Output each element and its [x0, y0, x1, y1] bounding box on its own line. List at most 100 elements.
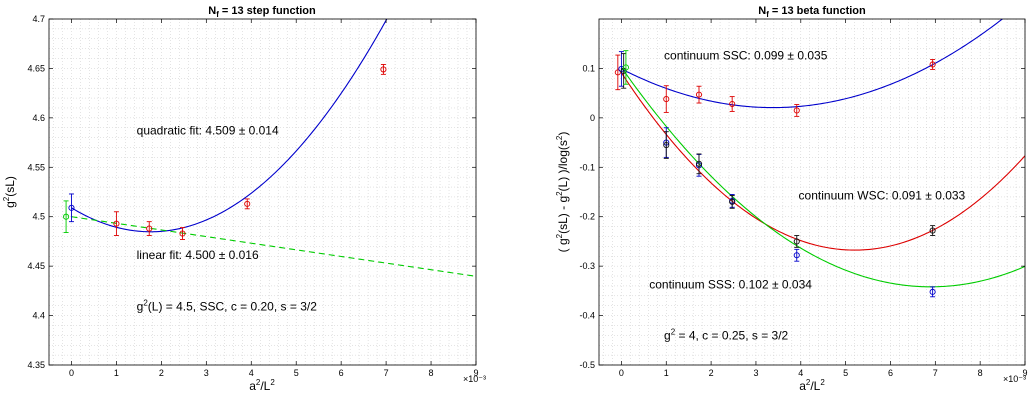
right-annotation-wsc: continuum WSC: 0.091 ± 0.033	[799, 188, 966, 202]
right-x-tick-label: 4	[798, 368, 803, 378]
right-x-tick-label: 2	[709, 368, 714, 378]
left-x-tick-label: 3	[204, 368, 209, 378]
left-x-tick-label: 7	[384, 368, 389, 378]
right-data-point	[929, 225, 936, 236]
right-fit-quadratic	[620, 72, 1025, 251]
left-data-point	[63, 200, 70, 233]
beta-function-chart: 0 1 2 3 4 5 6 7 8 9 -0.5 -0.4 -0.3 -0.2 -0.1 0 0.1 Nf = …	[555, 5, 1028, 393]
left-chart-title: Nf = 13 step function	[208, 5, 316, 19]
left-x-axis-label: a2/L2	[249, 378, 275, 393]
right-fits	[620, 19, 1025, 288]
left-y-axis-label: g2(sL)	[2, 176, 17, 208]
left-marker	[380, 66, 387, 73]
left-fits	[71, 19, 476, 277]
right-grid	[599, 18, 1026, 366]
right-x-tick-label: 9	[1022, 368, 1027, 378]
right-y-tick-label: 0	[590, 113, 595, 123]
right-annotation-params: g2 = 4, c = 0.25, s = 3/2	[664, 327, 789, 342]
right-marker	[695, 91, 703, 98]
right-marker	[729, 100, 736, 108]
left-grid	[49, 18, 477, 366]
left-x-tick-label: 1	[114, 368, 119, 378]
left-data-point	[146, 221, 153, 236]
right-x-axis-label: a2/L2	[799, 378, 825, 393]
left-x-tick-label: 2	[159, 368, 164, 378]
left-x-tick-label: 4	[249, 368, 254, 378]
left-annotation-linear: linear fit: 4.500 ± 0.016	[137, 248, 259, 262]
right-x-tick-label: 3	[753, 368, 758, 378]
right-ticks: 0 1 2 3 4 5 6 7 8 9 -0.5 -0.4 -0.3 -0.2 -0.1 0 0.1	[579, 19, 1028, 378]
right-data-point	[614, 54, 621, 91]
right-x-tick-label: 8	[978, 368, 983, 378]
left-fit-quadratic	[71, 19, 388, 233]
left-annotation-params: g2(L) = 4.5, SSC, c = 0.20, s = 3/2	[137, 299, 318, 314]
left-x-tick-label: 9	[473, 368, 478, 378]
right-points	[614, 50, 936, 298]
right-marker	[929, 227, 936, 234]
left-y-tick-label: 4.55	[27, 162, 45, 172]
right-data-point	[622, 50, 629, 85]
right-y-tick-label: -0.4	[579, 311, 595, 321]
right-chart-title: Nf = 13 beta function	[758, 5, 866, 19]
left-data-point	[113, 211, 120, 236]
right-marker	[663, 141, 670, 149]
right-annotation-sss: continuum SSS: 0.102 ± 0.034	[649, 277, 812, 291]
left-marker	[63, 213, 70, 220]
right-y-tick-label: -0.1	[579, 162, 595, 172]
left-points	[63, 64, 387, 240]
left-x-multiplier: ×10⁻³	[463, 374, 486, 384]
left-data-point	[380, 64, 387, 75]
left-y-tick-label: 4.65	[27, 63, 45, 73]
right-data-point	[929, 59, 936, 70]
right-marker	[695, 160, 703, 167]
left-marker	[68, 204, 75, 211]
left-x-tick-label: 0	[69, 368, 74, 378]
right-y-tick-label: -0.5	[579, 360, 595, 370]
right-y-tick-label: -0.3	[579, 261, 595, 271]
left-marker	[113, 220, 120, 227]
left-plot-frame	[48, 18, 477, 366]
right-marker	[663, 96, 670, 103]
left-data-point	[179, 227, 186, 240]
step-function-chart: 0 1 2 3 4 5 6 7 8 9 4.35 4.4 4.45 4.5 4.55 4.6 4.65 4.7 N…	[2, 5, 486, 393]
left-data-point	[68, 193, 75, 223]
right-y-tick-label: 0.1	[582, 63, 595, 73]
right-marker	[729, 198, 736, 205]
right-data-point	[695, 153, 703, 175]
left-x-tick-label: 6	[339, 368, 344, 378]
left-y-tick-label: 4.7	[32, 14, 45, 24]
left-y-tick-label: 4.45	[27, 261, 45, 271]
left-y-tick-label: 4.35	[27, 360, 45, 370]
right-marker	[793, 238, 800, 245]
right-y-tick-label: -0.2	[579, 212, 595, 222]
right-marker	[793, 252, 800, 259]
left-y-tick-label: 4.6	[32, 113, 45, 123]
right-data-point	[729, 195, 736, 209]
right-fit-quadratic	[621, 19, 1004, 109]
right-data-point	[729, 96, 736, 112]
left-x-tick-label: 5	[294, 368, 299, 378]
right-data-point	[793, 104, 800, 117]
right-x-tick-label: 6	[888, 368, 893, 378]
right-annotation-ssc: continuum SSC: 0.099 ± 0.035	[664, 49, 828, 63]
right-x-tick-label: 7	[933, 368, 938, 378]
right-y-axis-label: ( g2(sL) - g2(L) )/log(s2)	[555, 132, 570, 253]
left-fit-linear	[71, 216, 476, 277]
left-marker	[146, 225, 153, 232]
right-x-tick-label: 1	[664, 368, 669, 378]
right-data-point	[663, 131, 670, 159]
right-data-point	[695, 85, 703, 104]
left-y-tick-label: 4.5	[32, 212, 45, 222]
left-marker	[244, 200, 251, 207]
left-marker	[179, 230, 186, 237]
right-fit-quadratic	[620, 67, 1025, 288]
left-annotation-quadratic: quadratic fit: 4.509 ± 0.014	[137, 124, 279, 138]
right-data-point	[663, 85, 670, 113]
right-marker	[793, 107, 800, 114]
right-data-point	[793, 235, 800, 248]
right-marker	[622, 64, 629, 71]
right-data-point	[929, 286, 936, 298]
left-ticks: 0 1 2 3 4 5 6 7 8 9 4.35 4.4 4.45 4.5 4.55 4.6 4.65 4.7	[27, 14, 478, 378]
right-marker	[929, 61, 936, 68]
right-marker	[614, 69, 621, 76]
